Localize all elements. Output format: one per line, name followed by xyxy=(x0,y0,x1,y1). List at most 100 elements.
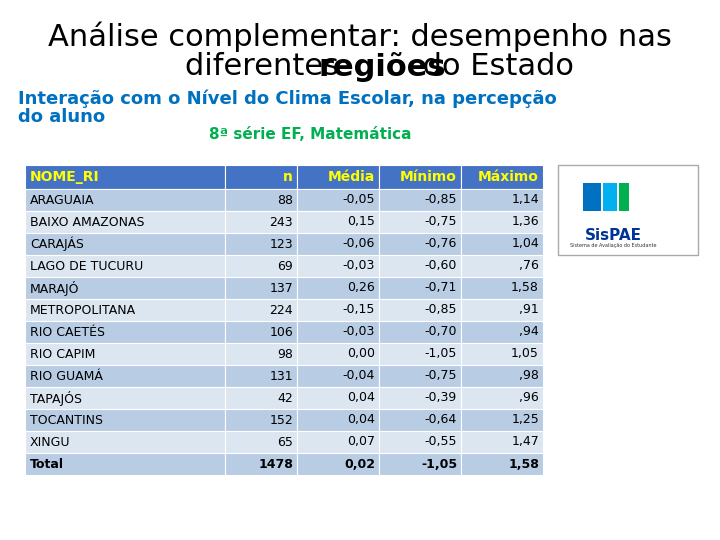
Text: TOCANTINS: TOCANTINS xyxy=(30,414,103,427)
Text: 0,07: 0,07 xyxy=(347,435,375,449)
Bar xyxy=(297,299,379,321)
Bar xyxy=(297,409,379,431)
Bar xyxy=(25,189,225,211)
Bar xyxy=(461,299,543,321)
Text: -0,55: -0,55 xyxy=(425,435,457,449)
Text: ,98: ,98 xyxy=(519,369,539,382)
Text: Total: Total xyxy=(30,457,64,470)
Text: BAIXO AMAZONAS: BAIXO AMAZONAS xyxy=(30,215,145,228)
Text: -0,75: -0,75 xyxy=(425,369,457,382)
Bar xyxy=(25,343,225,365)
Bar xyxy=(225,343,297,365)
Bar xyxy=(619,183,629,211)
Bar xyxy=(461,321,543,343)
Bar xyxy=(225,211,297,233)
Text: regiões: regiões xyxy=(319,52,446,82)
Text: 0,02: 0,02 xyxy=(344,457,375,470)
Bar xyxy=(25,165,225,189)
Text: MARAJÓ: MARAJÓ xyxy=(30,280,79,295)
Text: 65: 65 xyxy=(277,435,293,449)
Bar xyxy=(225,233,297,255)
Bar xyxy=(379,233,461,255)
Text: 0,26: 0,26 xyxy=(347,281,375,294)
Bar xyxy=(225,387,297,409)
Text: -0,05: -0,05 xyxy=(343,193,375,206)
Text: -1,05: -1,05 xyxy=(425,348,457,361)
Text: -0,39: -0,39 xyxy=(425,392,457,404)
Bar xyxy=(297,365,379,387)
Bar xyxy=(379,255,461,277)
Bar xyxy=(601,183,603,211)
Bar xyxy=(225,255,297,277)
Text: 1,36: 1,36 xyxy=(511,215,539,228)
Text: -0,15: -0,15 xyxy=(343,303,375,316)
Text: -0,03: -0,03 xyxy=(343,326,375,339)
Bar xyxy=(379,277,461,299)
Text: 1,25: 1,25 xyxy=(511,414,539,427)
Text: 1,14: 1,14 xyxy=(511,193,539,206)
Text: CARAJÁS: CARAJÁS xyxy=(30,237,84,251)
Bar xyxy=(461,189,543,211)
Bar xyxy=(225,299,297,321)
Bar xyxy=(379,299,461,321)
Bar xyxy=(297,387,379,409)
Text: ,94: ,94 xyxy=(519,326,539,339)
Text: -0,03: -0,03 xyxy=(343,260,375,273)
Bar xyxy=(379,343,461,365)
Bar xyxy=(297,233,379,255)
Bar xyxy=(225,365,297,387)
Bar xyxy=(25,409,225,431)
Bar xyxy=(461,233,543,255)
Text: ,91: ,91 xyxy=(519,303,539,316)
Text: n: n xyxy=(283,170,293,184)
Text: 1,58: 1,58 xyxy=(508,457,539,470)
Text: NOME_RI: NOME_RI xyxy=(30,170,99,184)
Text: do Estado: do Estado xyxy=(413,52,575,81)
Bar xyxy=(25,453,225,475)
Bar xyxy=(225,277,297,299)
Bar xyxy=(25,299,225,321)
Text: 106: 106 xyxy=(269,326,293,339)
Bar xyxy=(225,453,297,475)
Text: 1,58: 1,58 xyxy=(511,281,539,294)
Text: RIO CAPIM: RIO CAPIM xyxy=(30,348,95,361)
Bar xyxy=(379,453,461,475)
Bar xyxy=(297,343,379,365)
Text: -0,76: -0,76 xyxy=(425,238,457,251)
Bar xyxy=(25,431,225,453)
Bar xyxy=(461,343,543,365)
Text: -0,70: -0,70 xyxy=(425,326,457,339)
Text: METROPOLITANA: METROPOLITANA xyxy=(30,303,136,316)
Text: Sistema de Avaliação do Estudante: Sistema de Avaliação do Estudante xyxy=(570,242,656,247)
Text: 0,00: 0,00 xyxy=(347,348,375,361)
Bar xyxy=(379,387,461,409)
Text: 1478: 1478 xyxy=(258,457,293,470)
Bar xyxy=(225,321,297,343)
Text: -0,64: -0,64 xyxy=(425,414,457,427)
Bar xyxy=(461,431,543,453)
Bar xyxy=(25,365,225,387)
Bar xyxy=(297,211,379,233)
Bar xyxy=(225,165,297,189)
Text: 0,15: 0,15 xyxy=(347,215,375,228)
Bar xyxy=(603,183,617,211)
Bar xyxy=(25,255,225,277)
Bar xyxy=(461,211,543,233)
Text: ,96: ,96 xyxy=(519,392,539,404)
Text: 224: 224 xyxy=(269,303,293,316)
Text: 1,04: 1,04 xyxy=(511,238,539,251)
Text: 42: 42 xyxy=(277,392,293,404)
Text: 137: 137 xyxy=(269,281,293,294)
Text: 69: 69 xyxy=(277,260,293,273)
Text: 8ª série EF, Matemática: 8ª série EF, Matemática xyxy=(209,127,411,142)
Text: -0,71: -0,71 xyxy=(425,281,457,294)
Text: RIO CAETÉS: RIO CAETÉS xyxy=(30,326,105,339)
Text: SisPAE: SisPAE xyxy=(585,227,642,242)
Text: -0,75: -0,75 xyxy=(425,215,457,228)
Text: 1,05: 1,05 xyxy=(511,348,539,361)
Bar xyxy=(583,183,601,211)
Bar xyxy=(379,409,461,431)
Text: Máximo: Máximo xyxy=(478,170,539,184)
Bar xyxy=(582,183,583,211)
Text: ,76: ,76 xyxy=(519,260,539,273)
